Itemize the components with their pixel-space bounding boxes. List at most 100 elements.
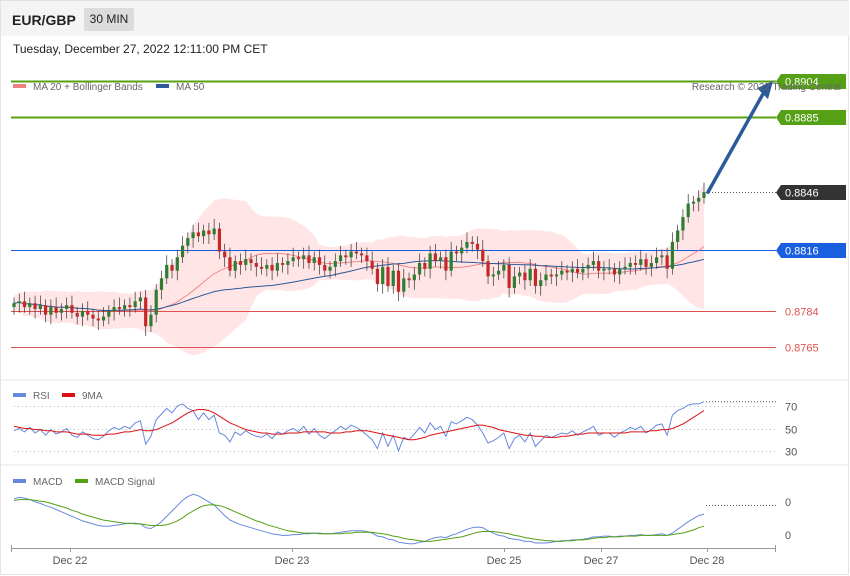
candle xyxy=(38,305,42,309)
macd-tick-label: 0 xyxy=(785,497,791,509)
candle xyxy=(22,301,27,308)
candle xyxy=(639,259,643,265)
rsi-tick-label: 30 xyxy=(785,447,797,459)
candle xyxy=(428,253,432,269)
candle xyxy=(491,274,495,277)
candle xyxy=(528,268,532,281)
candle xyxy=(581,268,585,273)
candle xyxy=(286,261,290,265)
candle xyxy=(602,268,606,271)
bollinger-band xyxy=(14,183,704,356)
candle xyxy=(117,307,121,309)
legend-label: RSI xyxy=(33,391,50,402)
candle xyxy=(475,243,480,250)
symbol-title: EUR/GBP xyxy=(12,12,76,28)
candle xyxy=(407,278,411,281)
candle xyxy=(196,232,200,237)
candle xyxy=(391,270,395,286)
candle xyxy=(133,301,137,308)
candle xyxy=(270,264,274,271)
candle xyxy=(533,268,538,286)
candle xyxy=(670,241,674,269)
candle xyxy=(344,255,348,258)
chart-datetime: Tuesday, December 27, 2022 12:11:00 PM C… xyxy=(13,42,268,56)
candle xyxy=(539,280,543,286)
x-tick-label: Dec 23 xyxy=(275,555,310,567)
candle xyxy=(686,203,690,218)
rsi-tick-label: 50 xyxy=(785,425,797,437)
candle xyxy=(180,245,185,258)
candle xyxy=(228,257,232,271)
candle xyxy=(144,297,148,327)
candle xyxy=(70,305,74,313)
macd-line xyxy=(13,493,705,545)
candle xyxy=(365,255,369,262)
candle xyxy=(254,263,258,267)
candle xyxy=(291,257,295,262)
candle xyxy=(465,241,469,248)
candle xyxy=(349,251,353,258)
resistance-level-label: 0.8904 xyxy=(785,77,819,89)
legend-label: MACD Signal xyxy=(95,477,155,488)
pivot-level-label: 0.8816 xyxy=(785,246,819,258)
candle xyxy=(59,308,64,313)
candle xyxy=(44,305,48,315)
candle xyxy=(396,270,401,292)
credit-text: Research © 2022 Trading Central xyxy=(692,82,841,93)
candle xyxy=(317,257,322,265)
candle xyxy=(660,255,664,258)
candle xyxy=(80,310,85,317)
pivot-level-tag xyxy=(776,243,846,258)
candle xyxy=(217,228,222,252)
candle xyxy=(307,255,311,264)
candle xyxy=(433,253,437,262)
candle xyxy=(507,264,511,288)
candle xyxy=(439,257,443,262)
candle xyxy=(628,263,632,267)
candle xyxy=(123,305,127,309)
candle xyxy=(470,241,474,244)
x-tick-label: Dec 27 xyxy=(584,555,619,567)
candle xyxy=(338,255,343,262)
candle xyxy=(249,259,253,264)
resistance-level-label: 0.8885 xyxy=(785,113,819,125)
candle xyxy=(296,257,301,260)
candle xyxy=(112,307,116,311)
candle xyxy=(323,264,327,271)
candle xyxy=(618,268,622,275)
candle xyxy=(328,266,332,271)
rsi-ma-line xyxy=(13,409,705,441)
candle xyxy=(370,261,374,269)
candle xyxy=(360,253,364,256)
candle xyxy=(191,232,195,239)
interval-button[interactable]: 30 MIN xyxy=(84,8,134,31)
candle xyxy=(444,257,448,271)
candle xyxy=(165,264,169,279)
candle xyxy=(665,255,669,269)
candle xyxy=(607,268,611,270)
candle xyxy=(518,272,522,277)
candle xyxy=(170,264,174,271)
candle xyxy=(597,261,601,271)
candle xyxy=(154,289,158,315)
candle xyxy=(259,266,264,269)
x-tick-label: Dec 25 xyxy=(487,555,522,567)
legend-label: MACD xyxy=(33,477,62,488)
candle xyxy=(449,251,453,271)
candle xyxy=(238,261,243,265)
candle xyxy=(454,251,459,254)
candle xyxy=(101,316,106,321)
candle xyxy=(402,278,406,292)
candle xyxy=(212,228,216,235)
candle xyxy=(54,307,58,313)
candle xyxy=(697,197,701,202)
candle xyxy=(502,264,506,271)
candle xyxy=(386,266,390,286)
candle xyxy=(512,276,516,288)
current-level-label: 0.8846 xyxy=(785,188,819,200)
legend-swatch xyxy=(13,393,26,397)
candle xyxy=(633,263,638,265)
candle xyxy=(233,261,237,271)
candles xyxy=(12,182,706,336)
